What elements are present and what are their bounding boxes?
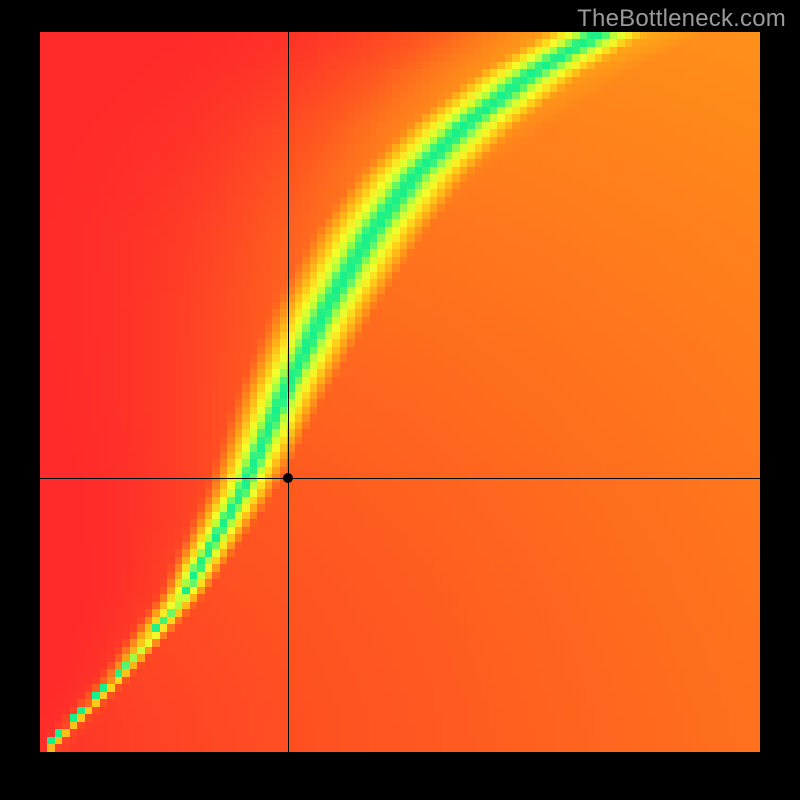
crosshair-vertical bbox=[288, 32, 289, 752]
heatmap-plot bbox=[40, 32, 760, 752]
crosshair-horizontal bbox=[40, 478, 760, 479]
watermark-text: TheBottleneck.com bbox=[577, 5, 786, 33]
crosshair-marker bbox=[283, 473, 293, 483]
heatmap-canvas bbox=[40, 32, 760, 752]
